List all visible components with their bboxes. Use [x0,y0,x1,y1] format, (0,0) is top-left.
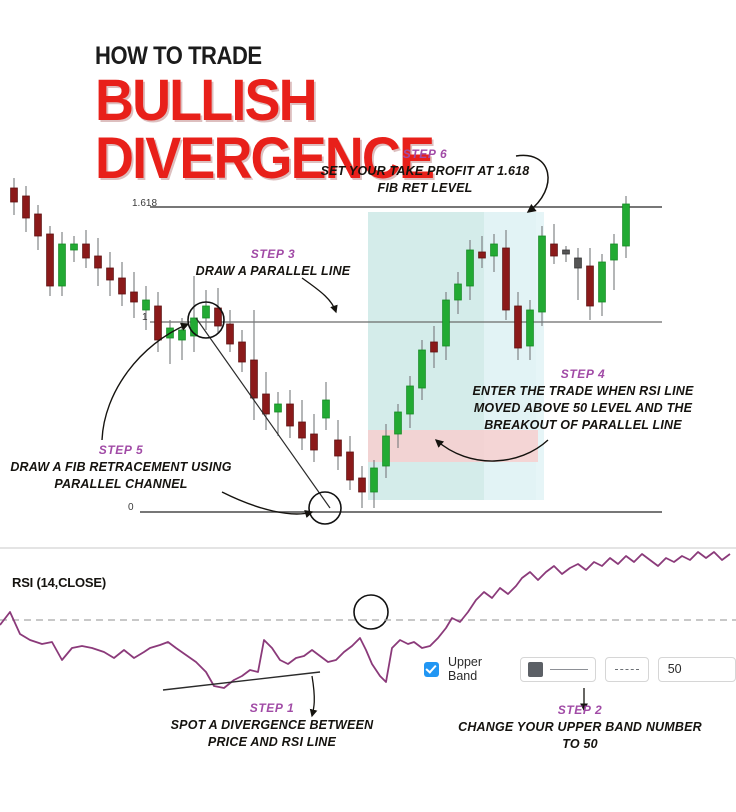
step1-arrow [309,675,318,718]
annotation-step5: STEP 5 DRAW A FIB RETRACEMENT USING PARA… [6,442,236,493]
upper-band-checkbox[interactable] [424,661,439,677]
step5-arrow [101,322,190,441]
swing-high-marker [187,301,225,339]
fib-label-1618: 1.618 [132,198,158,209]
annotation-step5-text: DRAW A FIB RETRACEMENT USING PARALLEL CH… [10,460,232,492]
annotation-step6: STEP 6 SET YOUR TAKE PROFIT AT 1.618 FIB… [300,146,550,197]
annotation-step3-text: DRAW A PARALLEL LINE [195,264,351,279]
line-preview-icon [549,668,588,670]
annotation-step4: STEP 4 ENTER THE TRADE WHEN RSI LINE MOV… [452,366,714,434]
fib-label-0: 0 [128,502,134,513]
candlestick-series [10,178,630,508]
upper-band-settings-row: Upper Band 50 [424,655,736,683]
upper-band-label: Upper Band [448,655,483,683]
rsi-cross-marker [353,594,389,630]
stop-zone [368,430,538,462]
fib-label-1: 1 [142,312,148,323]
upper-band-color-control[interactable] [519,656,596,682]
annotation-step2: STEP 2 CHANGE YOUR UPPER BAND NUMBER TO … [446,702,714,753]
annotation-step6-text: SET YOUR TAKE PROFIT AT 1.618 FIB RET LE… [320,164,530,196]
annotation-step1-label: STEP 1 [249,701,295,715]
dashed-line-icon [614,668,639,670]
step4-arrow [434,439,549,462]
swing-low-marker [308,491,342,525]
color-swatch[interactable] [527,661,543,677]
annotation-step6-label: STEP 6 [402,147,448,161]
rsi-divergence-line [162,671,321,691]
title-headline: BULLISH DIVERGENCE [95,68,435,191]
annotation-step2-label: STEP 2 [557,703,603,717]
annotation-step1: STEP 1 SPOT A DIVERGENCE BETWEEN PRICE A… [162,700,382,751]
step3-arrow [301,277,338,314]
annotation-step5-label: STEP 5 [98,443,144,457]
annotation-step3-label: STEP 3 [250,247,296,261]
rsi-panel-title: RSI (14,CLOSE) [12,575,106,590]
title-kicker: HOW TO TRADE [95,42,262,70]
annotation-step2-text: CHANGE YOUR UPPER BAND NUMBER TO 50 [458,720,702,752]
annotation-step4-label: STEP 4 [560,367,606,381]
annotation-step1-text: SPOT A DIVERGENCE BETWEEN PRICE AND RSI … [170,718,374,750]
annotation-step3: STEP 3 DRAW A PARALLEL LINE [178,246,368,280]
channel-upper-line [195,317,331,509]
title-block: HOW TO TRADE BULLISH DIVERGENCE [95,44,655,188]
upper-band-line-style-control[interactable] [604,656,649,682]
upper-band-value-text: 50 [667,662,682,676]
step5-arrow-2 [221,491,314,519]
rsi-line [0,551,731,689]
annotation-step4-text: ENTER THE TRADE WHEN RSI LINE MOVED ABOV… [472,384,694,432]
upper-band-value-input[interactable]: 50 [657,656,736,682]
step6-arrow [515,154,549,213]
